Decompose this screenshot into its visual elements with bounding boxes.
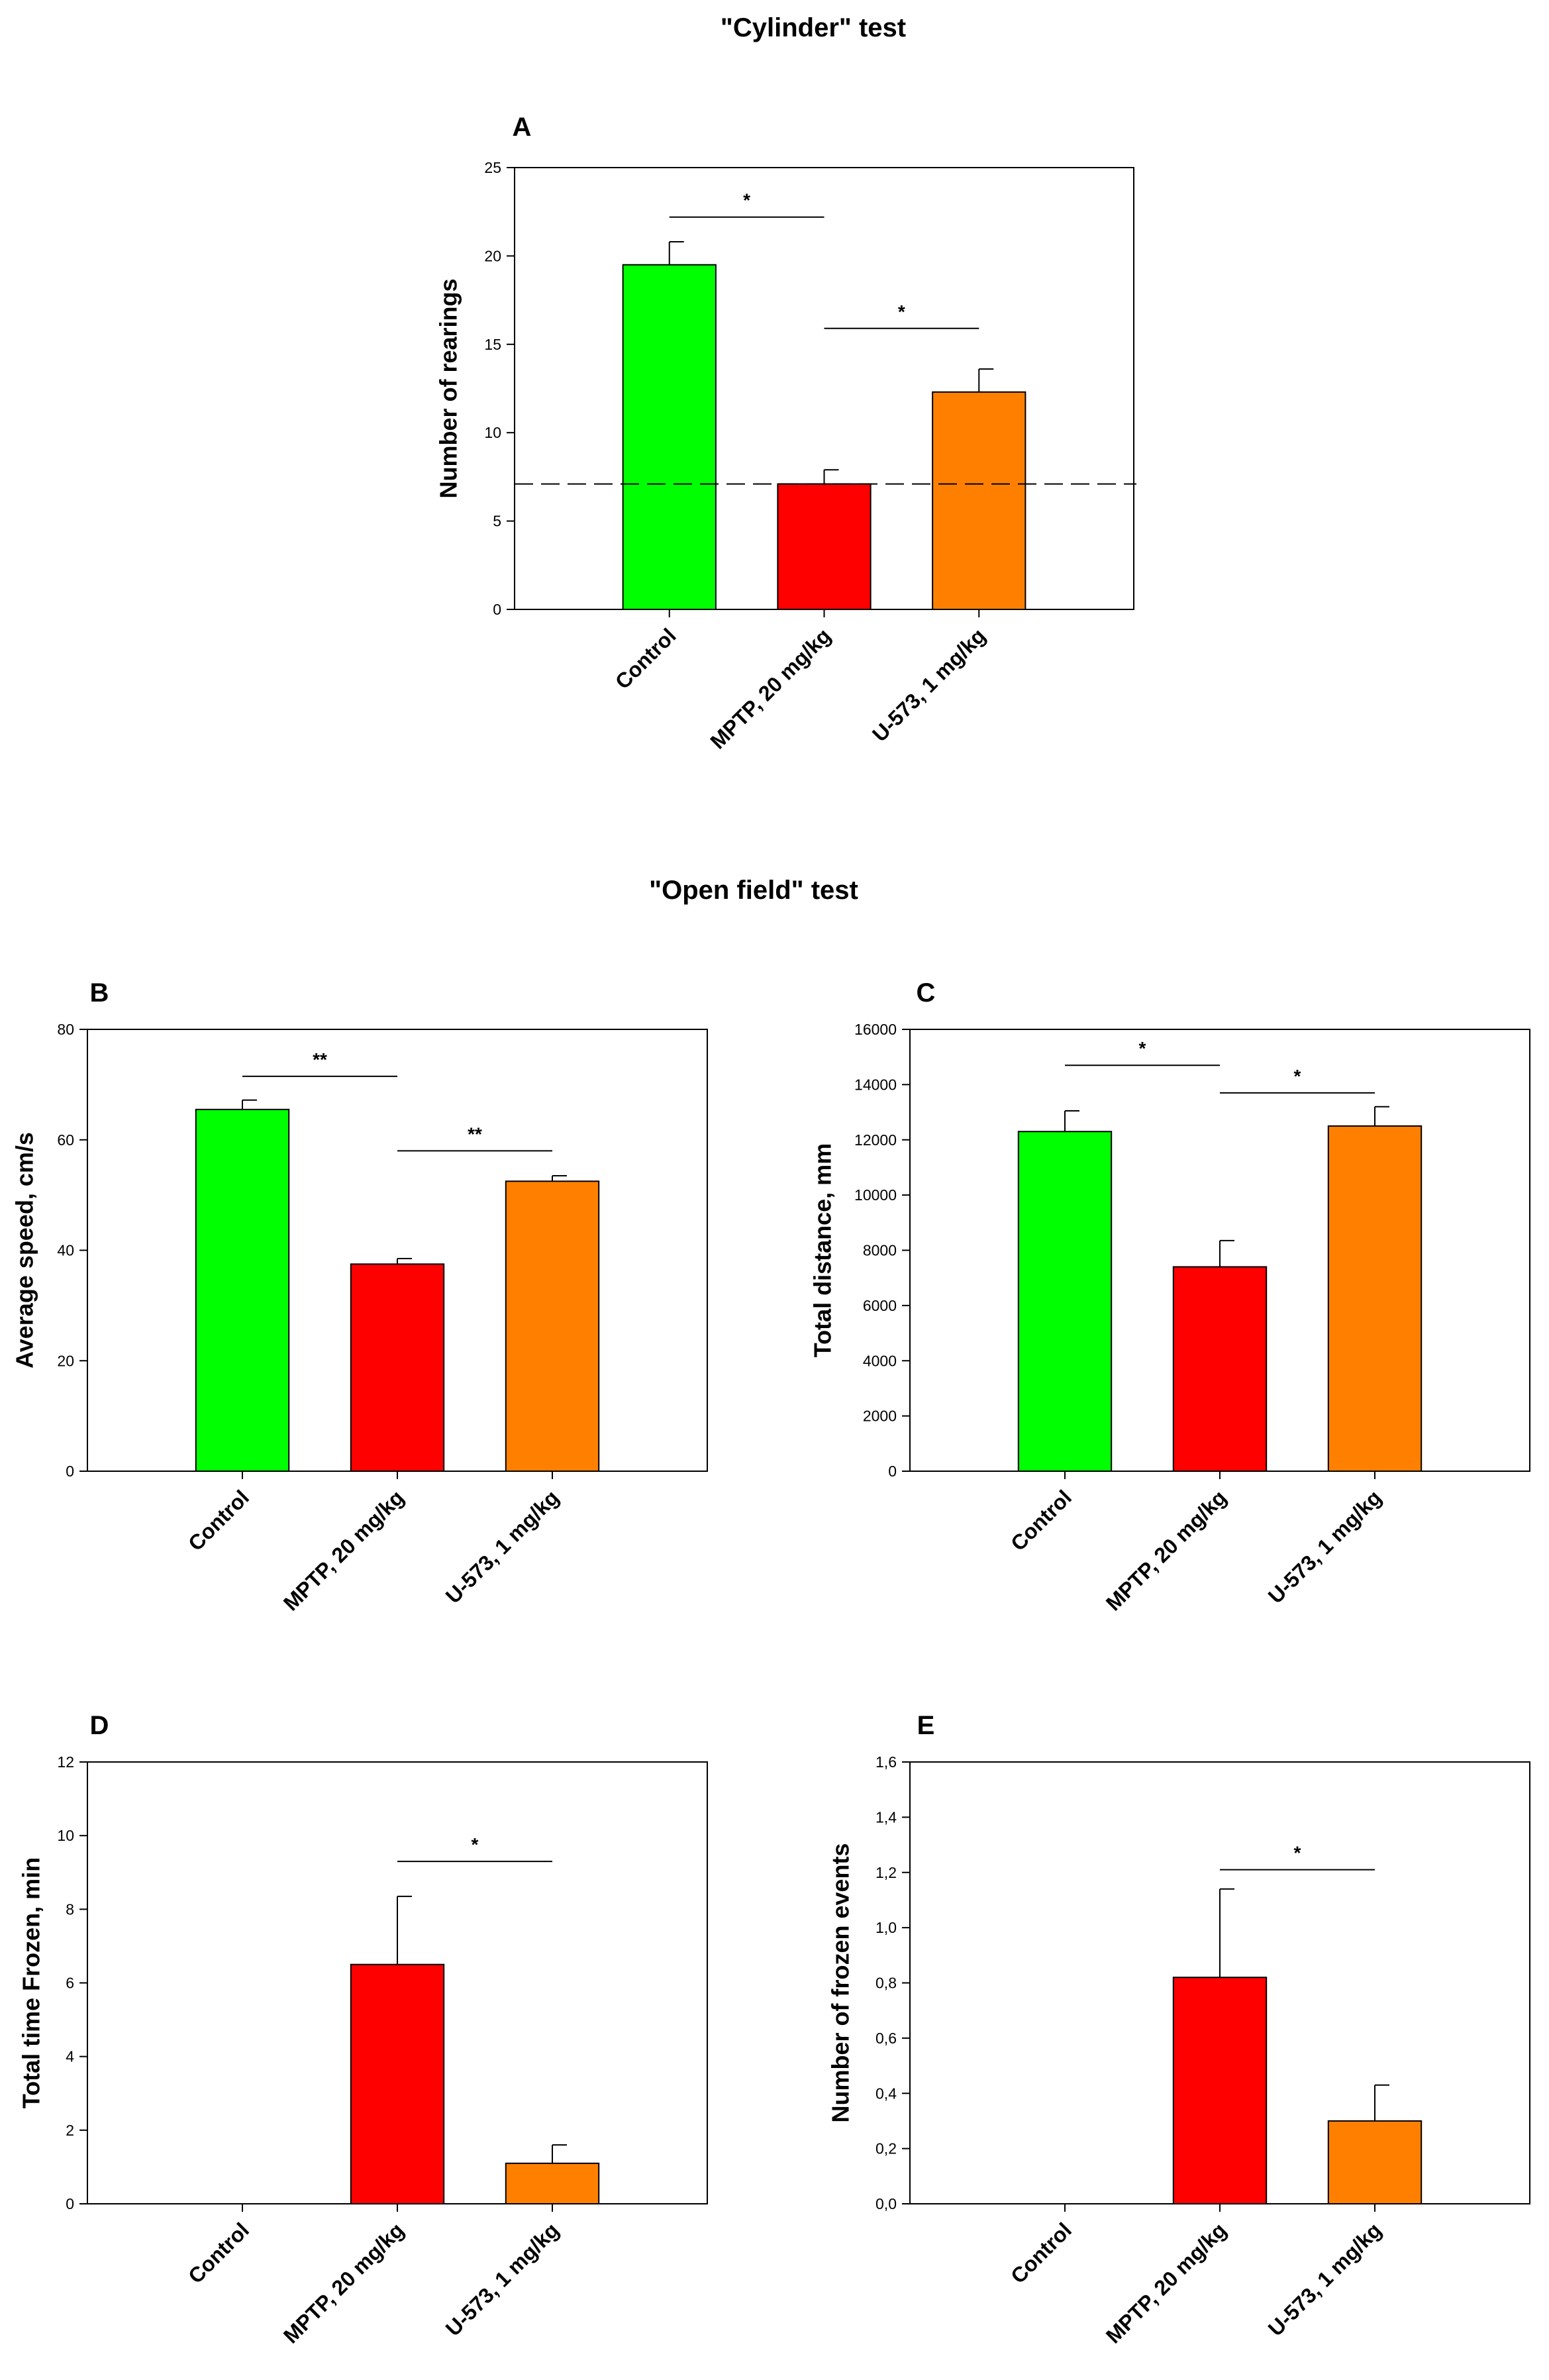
y-tick-label: 0,8 xyxy=(875,1975,897,1992)
y-tick-label: 60 xyxy=(57,1131,74,1149)
significance-label: * xyxy=(1294,1843,1301,1863)
cylinder-section-title: "Cylinder" test xyxy=(721,13,906,42)
bar-control xyxy=(622,264,717,610)
plot-frame xyxy=(909,1029,1530,1472)
open-field-section-title: "Open field" test xyxy=(649,876,858,905)
panel-letter: D xyxy=(90,1711,109,1740)
significance-label: ** xyxy=(313,1049,327,1070)
y-tick-label: 20 xyxy=(57,1352,74,1369)
significance-label: * xyxy=(472,1834,479,1855)
y-axis-label: Number of frozen events xyxy=(827,1843,854,2122)
y-axis-label: Total distance, mm xyxy=(809,1143,836,1357)
panel-letter: C xyxy=(917,978,936,1008)
y-tick-label: 2000 xyxy=(863,1408,897,1425)
bar-mptp-20-mg-kg xyxy=(1172,1266,1268,1472)
y-tick-label: 5 xyxy=(493,513,501,530)
plot-frame xyxy=(87,1761,708,2204)
bar-control xyxy=(1017,1131,1113,1472)
significance-label: * xyxy=(1294,1066,1301,1086)
y-tick-label: 8 xyxy=(66,1900,74,1918)
y-axis-label: Total time Frozen, min xyxy=(18,1857,45,2108)
panel-letter: A xyxy=(513,113,532,142)
y-tick-label: 4 xyxy=(66,2048,74,2065)
y-tick-label: 25 xyxy=(484,159,501,176)
y-tick-label: 20 xyxy=(484,247,501,264)
y-tick-label: 12000 xyxy=(854,1131,897,1149)
bar-u-573-1-mg-kg xyxy=(505,2162,600,2205)
y-tick-label: 0 xyxy=(888,1463,897,1480)
y-tick-label: 10 xyxy=(484,424,501,441)
plot-frame xyxy=(514,167,1134,610)
y-tick-label: 1,2 xyxy=(875,1864,897,1881)
panel-letter: E xyxy=(917,1711,935,1740)
bar-mptp-20-mg-kg xyxy=(350,1263,445,1472)
bar-mptp-20-mg-kg xyxy=(777,483,872,611)
bar-u-573-1-mg-kg xyxy=(1327,1125,1423,1472)
y-tick-label: 12 xyxy=(57,1753,74,1771)
y-tick-label: 4000 xyxy=(863,1352,897,1369)
plot-frame xyxy=(87,1029,708,1472)
bar-u-573-1-mg-kg xyxy=(1327,2120,1423,2204)
significance-label: * xyxy=(1139,1038,1146,1059)
y-tick-label: 0,6 xyxy=(875,2030,897,2047)
y-tick-label: 10 xyxy=(57,1827,74,1844)
y-tick-label: 0 xyxy=(66,2195,74,2212)
significance-label: * xyxy=(898,301,905,322)
significance-label: ** xyxy=(468,1123,482,1144)
y-tick-label: 0 xyxy=(493,601,501,618)
panel-letter: B xyxy=(90,978,109,1008)
y-tick-label: 1,4 xyxy=(875,1808,897,1826)
y-tick-label: 1,0 xyxy=(875,1919,897,1936)
y-tick-label: 8000 xyxy=(863,1242,897,1259)
y-tick-label: 16000 xyxy=(854,1021,897,1038)
y-tick-label: 40 xyxy=(57,1242,74,1259)
y-tick-label: 6 xyxy=(66,1975,74,1992)
plot-frame xyxy=(909,1761,1530,2204)
y-tick-label: 1,6 xyxy=(875,1753,897,1771)
significance-label: * xyxy=(743,190,750,211)
y-axis-label: Number of rearings xyxy=(435,278,462,498)
bar-control xyxy=(195,1108,290,1473)
y-tick-label: 80 xyxy=(57,1021,74,1038)
y-tick-label: 10000 xyxy=(854,1186,897,1204)
y-tick-label: 0,2 xyxy=(875,2140,897,2157)
bar-u-573-1-mg-kg xyxy=(505,1180,600,1472)
bar-mptp-20-mg-kg xyxy=(1172,1977,1268,2205)
y-tick-label: 6000 xyxy=(863,1297,897,1314)
y-tick-label: 0 xyxy=(66,1463,74,1480)
y-tick-label: 0,0 xyxy=(875,2195,897,2212)
y-tick-label: 14000 xyxy=(854,1076,897,1093)
y-tick-label: 15 xyxy=(484,336,501,353)
bar-u-573-1-mg-kg xyxy=(932,391,1026,610)
bar-mptp-20-mg-kg xyxy=(350,1963,445,2204)
y-tick-label: 0,4 xyxy=(875,2085,897,2102)
y-tick-label: 2 xyxy=(66,2122,74,2139)
y-axis-label: Average speed, cm/s xyxy=(11,1132,38,1369)
